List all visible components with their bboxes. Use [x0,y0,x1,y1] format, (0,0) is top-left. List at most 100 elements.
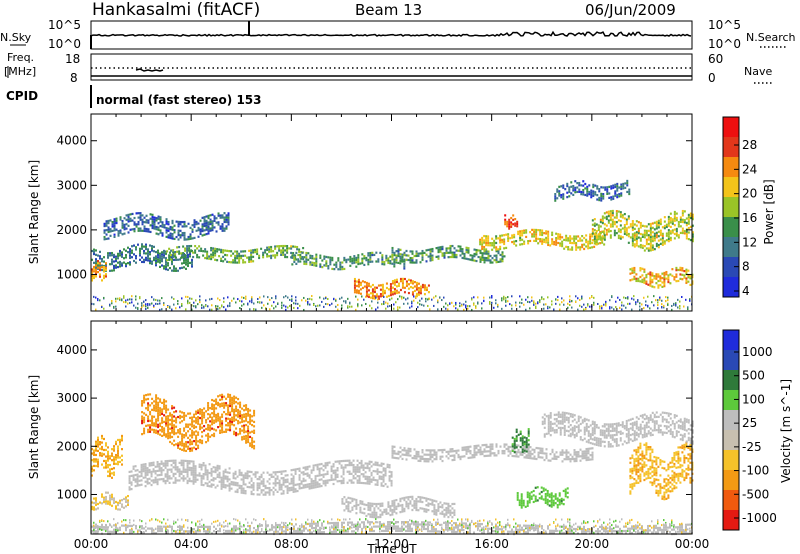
echo-cell [339,265,342,269]
echo-cell [192,478,195,481]
echo-cell [469,522,471,525]
echo-cell [657,526,659,530]
echo-cell [370,460,373,464]
echo-cell [439,523,441,527]
scatter-cell [375,308,377,311]
echo-cell [633,223,636,226]
echo-cell [311,522,313,525]
echo-cell [91,448,93,451]
echo-cell [117,252,119,255]
echo-cell [302,479,305,483]
echo-cell [154,478,157,482]
scatter-cell [625,306,627,309]
echo-cell [91,277,93,280]
echo-cell [139,247,141,250]
echo-cell [151,428,154,431]
echo-cell [290,245,293,248]
echo-cell [655,233,658,237]
echo-cell [248,475,251,478]
echo-cell [675,219,678,222]
echo-cell [181,266,183,269]
echo-cell [643,281,646,284]
echo-cell [109,494,111,497]
echo-cell [149,424,152,427]
echo-cell [457,249,460,252]
echo-cell [489,261,492,264]
echo-cell [223,218,226,221]
echo-cell [161,425,164,429]
echo-cell [153,400,156,403]
echo-cell [356,468,359,471]
echo-cell [681,220,684,224]
echo-cell [669,526,671,529]
echo-cell [508,220,511,224]
echo-cell [574,186,577,189]
scatter-cell [561,297,563,300]
echo-cell [194,476,197,479]
echo-cell [91,467,93,471]
echo-cell [121,448,123,451]
echo-cell [189,427,192,431]
scatter-cell [481,307,483,310]
echo-cell [379,295,382,298]
echo-cell [661,531,663,534]
echo-cell [653,286,656,289]
echo-cell [391,249,394,252]
echo-cell [258,482,261,485]
echo-cell [423,284,426,287]
echo-cell [669,219,672,222]
echo-cell [296,489,299,493]
echo-cell [93,261,95,264]
echo-cell [393,251,396,254]
echo-cell [563,247,566,250]
echo-cell [189,447,192,450]
echo-cell [165,415,168,418]
echo-cell [223,220,226,224]
scatter-cell [601,307,603,310]
scatter-cell [417,306,419,309]
echo-cell [240,491,243,494]
echo-cell [117,460,119,464]
scatter-cell [421,303,423,306]
echo-cell [554,197,557,200]
echo-cell [371,290,374,293]
echo-cell [191,416,194,419]
echo-cell [431,254,434,257]
echo-cell [665,526,667,529]
echo-cell [93,276,95,280]
echo-cell [189,449,192,453]
echo-cell [351,259,354,263]
echo-cell [671,218,674,221]
echo-cell [625,227,628,230]
echo-cell [599,218,602,221]
echo-cell [141,247,143,250]
echo-cell [409,279,412,282]
echo-cell [635,277,638,280]
echo-cell [555,237,558,240]
echo-cell [175,419,178,422]
echo-cell [525,524,527,527]
scatter-cell [533,303,535,306]
echo-cell [326,461,329,465]
echo-cell [677,234,680,237]
echo-cell [521,229,524,233]
echo-cell [119,443,121,446]
echo-cell [352,466,355,469]
echo-cell [171,429,174,432]
echo-cell [107,491,109,494]
echo-cell [151,408,154,411]
echo-cell [365,288,368,291]
echo-cell [473,252,476,256]
echo-cell [103,498,105,501]
scatter-cell [349,305,351,308]
echo-cell [615,225,618,228]
echo-cell [631,226,634,229]
echo-cell [594,191,597,194]
echo-cell [687,227,690,230]
echo-cell [137,216,140,219]
echo-cell [415,281,418,285]
scatter-cell [217,308,219,311]
echo-cell [225,227,228,230]
echo-cell [260,475,263,479]
echo-cell [545,531,547,534]
